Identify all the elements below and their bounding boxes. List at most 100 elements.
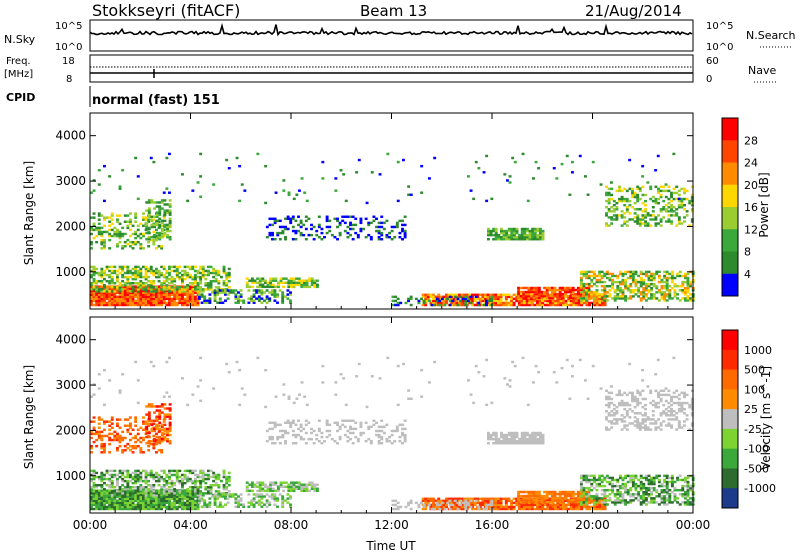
power-cell xyxy=(214,269,218,273)
velocity-cell xyxy=(234,501,238,504)
power-cell xyxy=(510,303,513,307)
power-cell xyxy=(644,299,648,302)
power-cell xyxy=(155,201,159,204)
power-cell xyxy=(377,231,381,235)
power-cell xyxy=(434,295,438,299)
velocity-cell xyxy=(97,416,101,419)
power-cell xyxy=(644,220,647,223)
power-cell xyxy=(665,289,669,292)
power-cell xyxy=(535,288,539,292)
power-cell xyxy=(108,238,112,242)
power-cell xyxy=(538,229,542,233)
power-cell xyxy=(165,297,169,301)
power-cell xyxy=(116,303,119,307)
velocity-cell xyxy=(377,425,381,429)
power-cell xyxy=(160,273,164,277)
power-cell xyxy=(92,267,96,271)
velocity-cell xyxy=(121,479,125,483)
power-cell xyxy=(279,281,283,284)
velocity-cell xyxy=(256,485,260,488)
velocity-cell xyxy=(227,475,231,479)
velocity-cell xyxy=(497,503,500,507)
power-cell xyxy=(134,303,138,307)
velocity-cell xyxy=(95,483,99,487)
power-cell xyxy=(168,205,172,208)
power-cell xyxy=(97,279,101,283)
power-cell xyxy=(394,303,397,307)
power-cell xyxy=(336,217,339,221)
velocity-cell xyxy=(105,501,109,505)
power-cell xyxy=(665,293,669,296)
velocity-cell xyxy=(191,501,195,505)
velocity-cell xyxy=(142,486,145,489)
power-cell xyxy=(603,286,607,290)
power-cell xyxy=(644,193,647,197)
velocity-cell xyxy=(165,475,169,479)
power-cell xyxy=(494,297,498,301)
power-cell xyxy=(147,285,151,288)
power-cell xyxy=(677,197,681,201)
power-cell xyxy=(181,173,184,176)
power-cell xyxy=(100,291,104,294)
velocity-cell xyxy=(110,497,114,501)
power-cell xyxy=(510,301,513,305)
power-cell xyxy=(247,289,251,292)
velocity-cell xyxy=(543,507,547,511)
velocity-cell xyxy=(134,497,138,501)
power-cell xyxy=(188,297,192,301)
velocity-cell xyxy=(351,441,355,445)
power-cell xyxy=(582,299,586,303)
power-cell xyxy=(377,221,381,225)
power-cell xyxy=(261,283,265,287)
power-cell xyxy=(613,289,617,292)
power-cell xyxy=(175,267,179,271)
power-cell xyxy=(183,265,187,269)
velocity-cell xyxy=(90,479,93,483)
power-cell xyxy=(433,303,436,307)
power-cell xyxy=(663,286,667,290)
power-cell xyxy=(139,303,143,307)
velocity-cell xyxy=(505,433,509,437)
velocity-cell xyxy=(575,505,578,509)
velocity-cell xyxy=(505,441,509,445)
velocity-cell xyxy=(452,497,456,501)
power-cell xyxy=(168,203,172,206)
power-cell xyxy=(231,291,235,294)
velocity-cell xyxy=(160,405,164,408)
velocity-cell xyxy=(313,489,317,493)
power-cell xyxy=(113,297,117,301)
velocity-cell xyxy=(108,494,112,497)
power-cell xyxy=(595,291,599,294)
power-cell xyxy=(556,299,560,303)
power-cell xyxy=(226,293,230,296)
velocity-cell xyxy=(147,497,151,501)
power-cell xyxy=(170,288,174,291)
power-cell xyxy=(142,285,145,288)
power-cell xyxy=(121,284,125,287)
velocity-cell xyxy=(186,491,190,494)
power-cell xyxy=(616,295,620,298)
power-cell xyxy=(250,279,254,282)
power-cell xyxy=(664,208,668,211)
power-cell xyxy=(201,275,205,279)
power-cell xyxy=(533,231,537,235)
power-cell xyxy=(558,286,562,290)
power-cell xyxy=(273,217,277,221)
power-cell xyxy=(460,299,464,303)
velocity-cell xyxy=(481,503,485,507)
power-cell xyxy=(147,284,151,287)
power-cell xyxy=(129,293,132,297)
velocity-cell xyxy=(175,490,179,493)
power-cell xyxy=(536,233,540,237)
velocity-cell xyxy=(168,429,172,433)
power-cell xyxy=(313,283,317,287)
power-cell xyxy=(289,221,293,225)
velocity-cell xyxy=(269,489,273,493)
power-cell xyxy=(601,295,604,299)
velocity-cell xyxy=(110,486,114,489)
power-cell xyxy=(690,208,694,211)
velocity-cell xyxy=(155,471,158,475)
velocity-cell xyxy=(95,501,99,505)
velocity-cell xyxy=(349,427,352,431)
power-cell xyxy=(639,270,643,274)
